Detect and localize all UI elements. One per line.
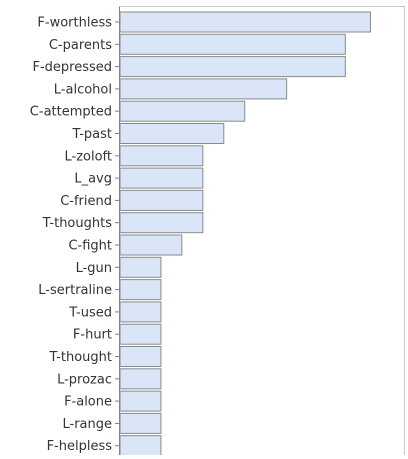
bar: [119, 412, 162, 434]
bar: [119, 346, 162, 367]
y-tick-label: T-thoughts: [42, 216, 113, 231]
bar: [119, 56, 346, 78]
bar: [119, 323, 162, 345]
bar: [119, 78, 288, 100]
bar: [119, 390, 162, 412]
bar: [119, 256, 162, 278]
y-tick-label: F-depressed: [32, 60, 112, 75]
bar: [119, 234, 183, 256]
y-tick-label: L-zoloft: [65, 149, 113, 164]
bar: [119, 123, 225, 144]
bar: [119, 11, 371, 33]
y-tick-label: C-attempted: [30, 105, 112, 120]
y-tick-label: C-friend: [60, 194, 112, 209]
y-tick-label: T-used: [68, 305, 112, 320]
y-tick-label: L_avg: [74, 172, 112, 187]
bar: [119, 212, 204, 234]
bar: [119, 435, 162, 457]
bar: [119, 167, 204, 189]
bar: [119, 100, 246, 122]
y-tick-label: C-fight: [68, 239, 112, 254]
bar: [119, 33, 346, 55]
y-tick-label: L-prozac: [57, 372, 112, 387]
y-tick-label: L-alcohol: [54, 82, 112, 97]
bar: [119, 189, 204, 211]
y-tick-label: T-past: [71, 127, 112, 142]
y-tick-label: F-worthless: [37, 16, 112, 31]
bar: [119, 368, 162, 390]
bar: [119, 301, 162, 323]
y-tick-label: F-alone: [64, 395, 112, 410]
y-tick-label: T-thought: [48, 350, 112, 365]
y-tick-label: F-helpless: [47, 439, 113, 454]
y-tick-label: F-hurt: [73, 328, 112, 343]
y-tick-label: C-parents: [49, 38, 112, 53]
bar: [119, 279, 162, 301]
y-tick-label: L-range: [62, 417, 112, 432]
y-tick-label: L-sertraline: [38, 283, 112, 298]
y-tick-label: L-gun: [76, 261, 112, 276]
bar: [119, 145, 204, 167]
